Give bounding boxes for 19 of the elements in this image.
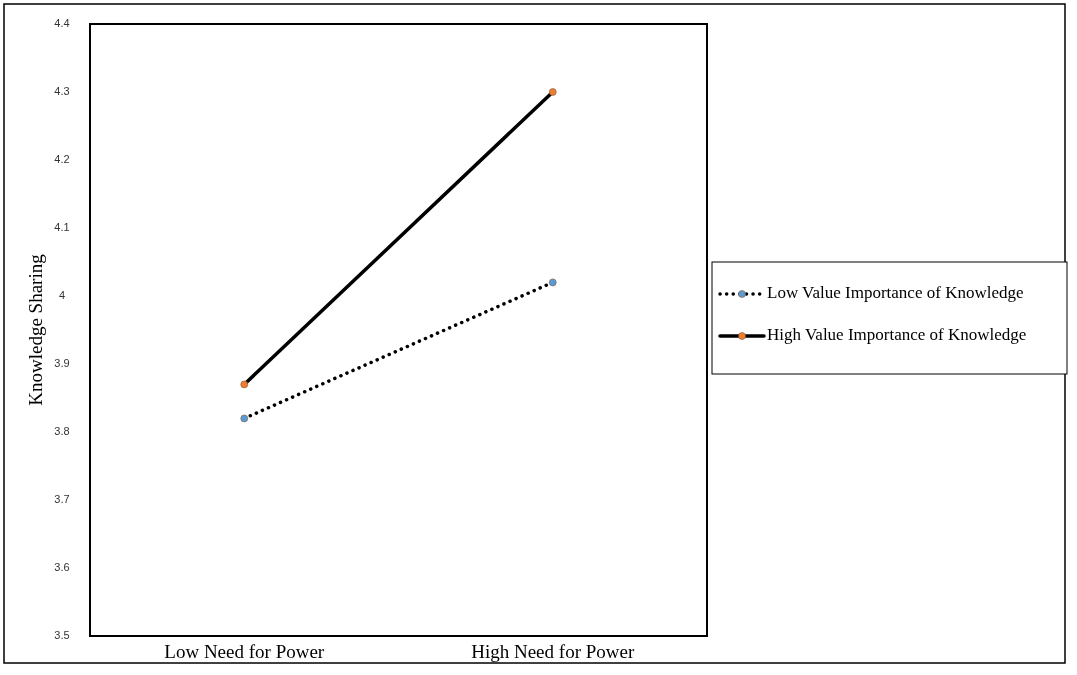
y-tick-label: 3.6 (54, 560, 70, 573)
legend-label: High Value Importance of Knowledge (767, 324, 1027, 344)
y-tick-label: 4.3 (54, 84, 70, 97)
point (548, 278, 557, 287)
y-tick-label: 3.8 (54, 424, 70, 437)
y-axis-title: Knowledge Sharing (25, 253, 46, 406)
x-tick-label: High Need for Power (471, 641, 635, 663)
point (240, 414, 249, 423)
legend-label: Low Value Importance of Knowledge (767, 282, 1024, 302)
x-tick-label: Low Need for Power (164, 641, 325, 663)
y-tick-label: 3.9 (54, 356, 70, 369)
y-tick-label: 4.1 (54, 220, 70, 233)
y-tick-label: 3.7 (54, 492, 70, 505)
y-tick-label: 4 (58, 288, 66, 301)
y-tick-label: 4.4 (54, 16, 70, 29)
point (240, 380, 249, 389)
y-tick-label: 3.5 (54, 628, 70, 641)
point (548, 88, 557, 96)
y-tick-label: 4.2 (54, 152, 70, 165)
